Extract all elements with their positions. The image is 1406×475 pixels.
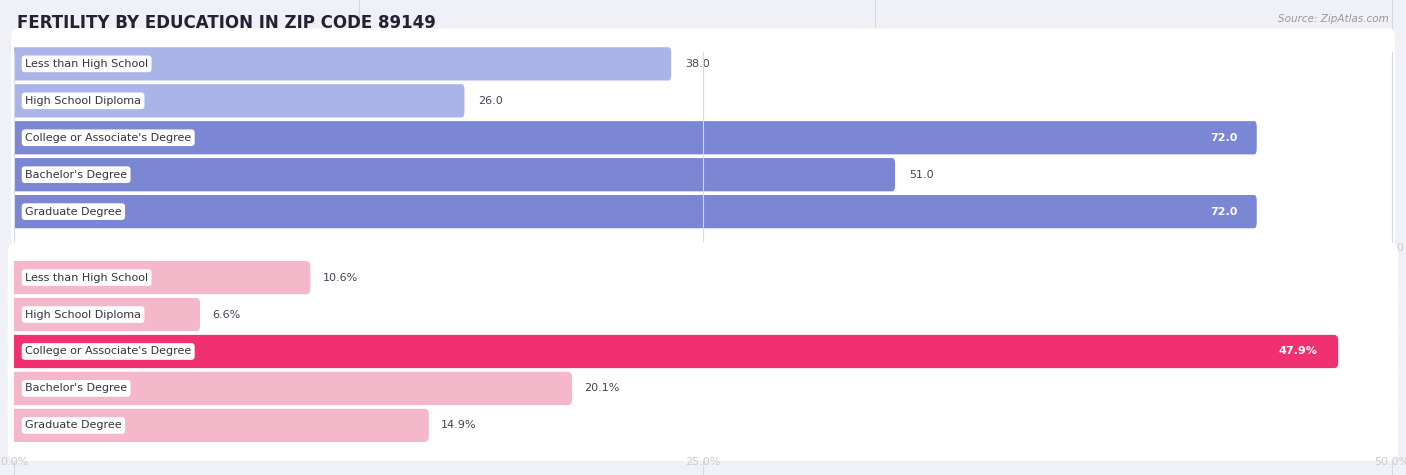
FancyBboxPatch shape bbox=[10, 335, 1339, 368]
Text: 38.0: 38.0 bbox=[685, 59, 710, 69]
FancyBboxPatch shape bbox=[8, 353, 1398, 424]
FancyBboxPatch shape bbox=[11, 66, 1395, 136]
FancyBboxPatch shape bbox=[8, 316, 1398, 387]
FancyBboxPatch shape bbox=[11, 84, 464, 117]
Text: 51.0: 51.0 bbox=[910, 170, 934, 180]
FancyBboxPatch shape bbox=[11, 47, 671, 80]
Text: 47.9%: 47.9% bbox=[1278, 346, 1317, 357]
FancyBboxPatch shape bbox=[11, 158, 896, 191]
Text: FERTILITY BY EDUCATION IN ZIP CODE 89149: FERTILITY BY EDUCATION IN ZIP CODE 89149 bbox=[17, 14, 436, 32]
FancyBboxPatch shape bbox=[11, 28, 1395, 99]
Text: Graduate Degree: Graduate Degree bbox=[25, 207, 122, 217]
FancyBboxPatch shape bbox=[8, 242, 1398, 313]
FancyBboxPatch shape bbox=[11, 121, 1257, 154]
Text: College or Associate's Degree: College or Associate's Degree bbox=[25, 346, 191, 357]
Text: 6.6%: 6.6% bbox=[212, 310, 240, 320]
Text: 14.9%: 14.9% bbox=[441, 420, 477, 430]
FancyBboxPatch shape bbox=[10, 261, 311, 294]
Text: College or Associate's Degree: College or Associate's Degree bbox=[25, 133, 191, 143]
Text: 20.1%: 20.1% bbox=[585, 383, 620, 393]
FancyBboxPatch shape bbox=[11, 176, 1395, 247]
FancyBboxPatch shape bbox=[8, 390, 1398, 461]
FancyBboxPatch shape bbox=[8, 279, 1398, 350]
Text: Bachelor's Degree: Bachelor's Degree bbox=[25, 383, 127, 393]
Text: 72.0: 72.0 bbox=[1211, 133, 1237, 143]
FancyBboxPatch shape bbox=[10, 372, 572, 405]
Text: High School Diploma: High School Diploma bbox=[25, 96, 141, 106]
Text: Bachelor's Degree: Bachelor's Degree bbox=[25, 170, 127, 180]
FancyBboxPatch shape bbox=[10, 409, 429, 442]
FancyBboxPatch shape bbox=[11, 195, 1257, 228]
Text: Less than High School: Less than High School bbox=[25, 273, 148, 283]
FancyBboxPatch shape bbox=[11, 102, 1395, 173]
Text: Source: ZipAtlas.com: Source: ZipAtlas.com bbox=[1278, 14, 1389, 24]
FancyBboxPatch shape bbox=[10, 298, 200, 331]
Text: 10.6%: 10.6% bbox=[323, 273, 359, 283]
Text: Less than High School: Less than High School bbox=[25, 59, 148, 69]
FancyBboxPatch shape bbox=[11, 139, 1395, 210]
Text: High School Diploma: High School Diploma bbox=[25, 310, 141, 320]
Text: 26.0: 26.0 bbox=[478, 96, 503, 106]
Text: 72.0: 72.0 bbox=[1211, 207, 1237, 217]
Text: Graduate Degree: Graduate Degree bbox=[25, 420, 122, 430]
